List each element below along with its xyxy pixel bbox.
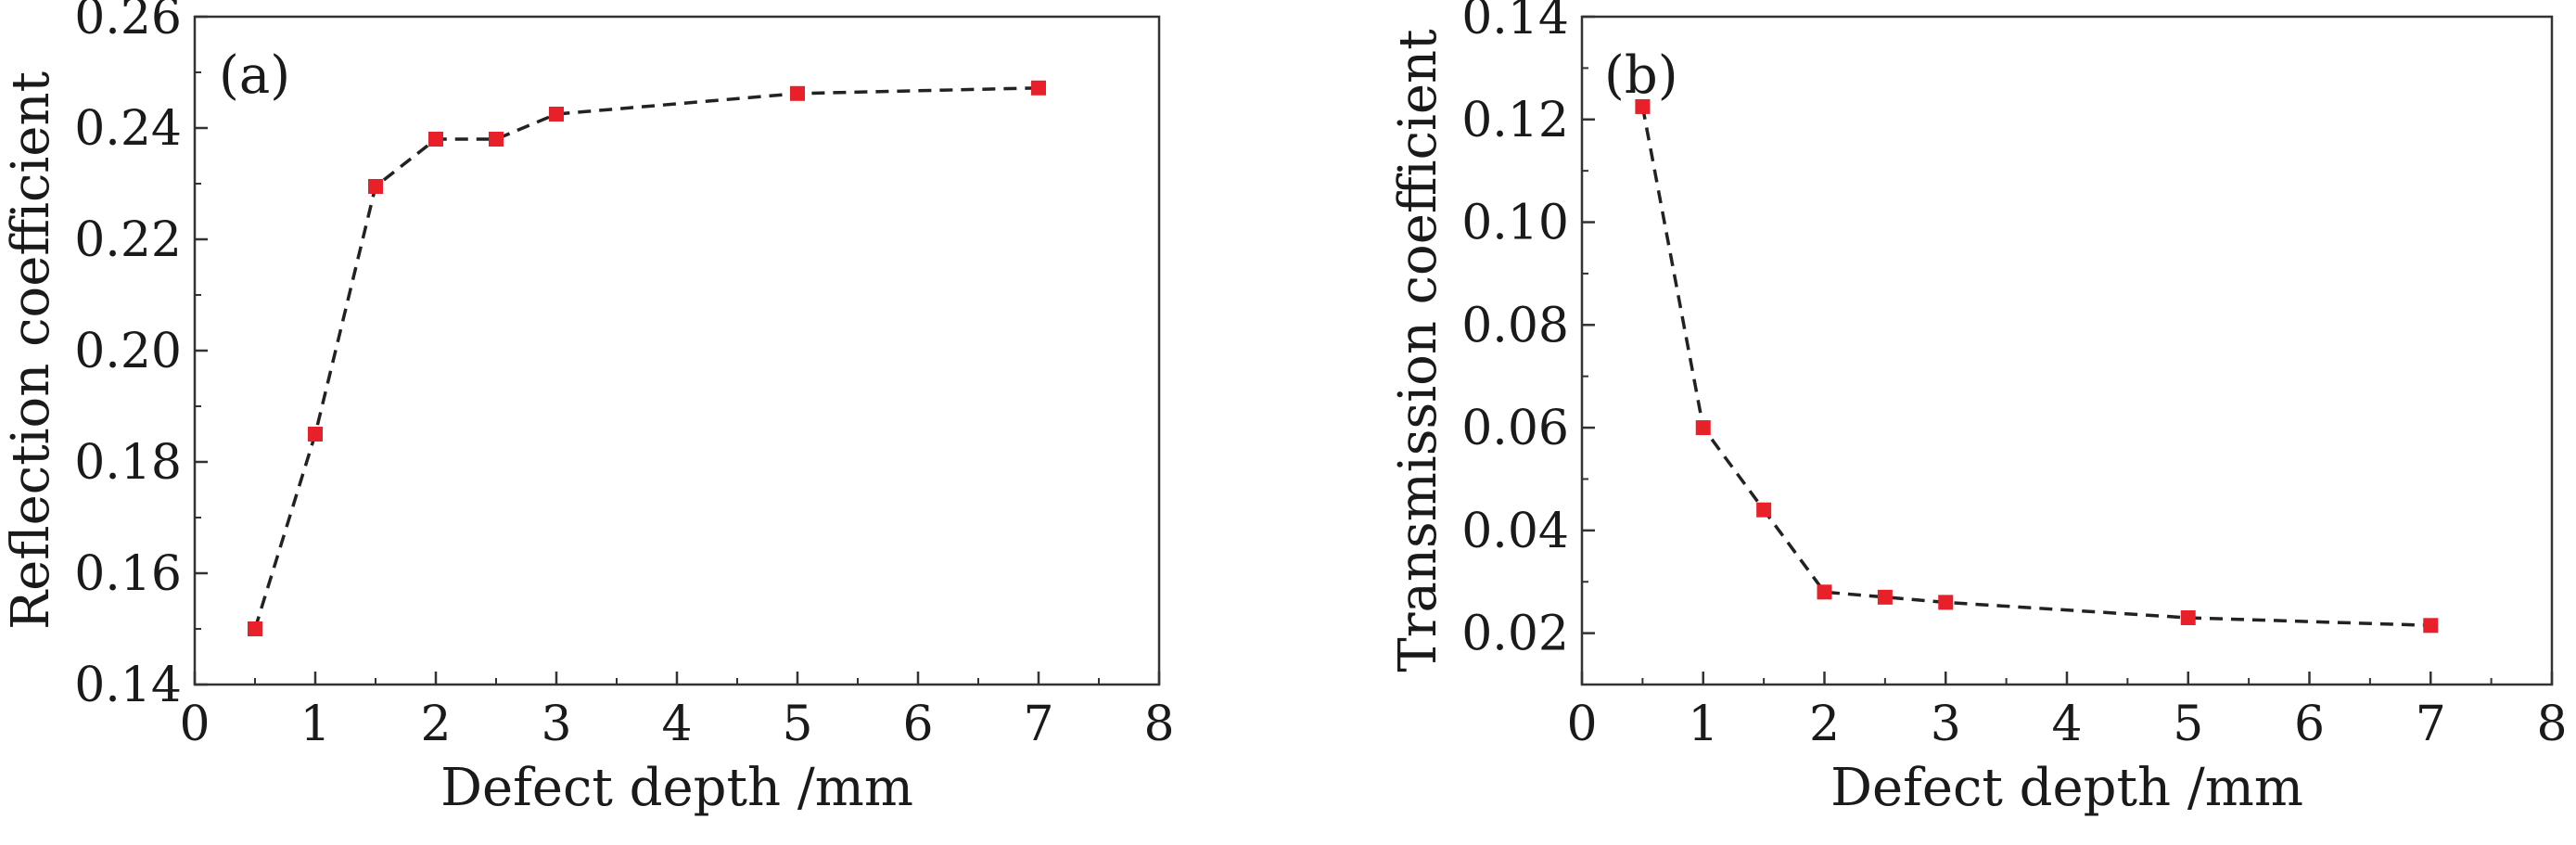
x-tick-label: 5 [782, 697, 812, 752]
data-point [790, 85, 805, 101]
x-tick-label: 3 [1931, 697, 1961, 752]
data-point [489, 132, 504, 147]
y-axis-title: Transmission coefficient [1388, 29, 1448, 672]
chart-panel-b: 0 1 2 3 4 5 6 7 8 0.02 0.04 0.06 0.08 0.10 0.12 0.14 Def… [1388, 0, 2568, 818]
panel-label: (a) [219, 45, 290, 106]
data-point [1695, 420, 1711, 436]
data-point [368, 179, 383, 194]
y-axis-title: Reflection coefficient [1, 70, 61, 630]
data-point [248, 621, 262, 636]
plot-frame [193, 15, 1161, 686]
data-point [1938, 595, 1954, 610]
x-tick-label: 1 [300, 697, 330, 752]
x-tick-label: 6 [2294, 697, 2325, 752]
x-tick-label: 4 [661, 697, 692, 752]
data-point [308, 427, 323, 442]
y-tick-label: 0.26 [74, 0, 182, 45]
y-tick-label: 0.08 [1461, 298, 1569, 353]
y-tick-label: 0.02 [1461, 607, 1569, 662]
x-tick-label: 1 [1688, 697, 1718, 752]
data-point [428, 132, 443, 147]
y-tick-label: 0.20 [74, 324, 182, 379]
data-point [1635, 98, 1651, 114]
x-tick-label: 4 [2051, 697, 2082, 752]
x-tick-label: 7 [2416, 697, 2446, 752]
y-tick-label: 0.10 [1461, 196, 1569, 251]
plot-frame [1580, 15, 2554, 686]
y-tick-label: 0.14 [1461, 0, 1569, 45]
chart-panel-a: 0 1 2 3 4 5 6 7 8 0.14 0.16 0.18 0.20 0.22 0.24 0.26 Def… [1, 0, 1175, 818]
y-tick-label: 0.04 [1461, 504, 1569, 559]
y-tick-label: 0.22 [74, 212, 182, 268]
x-tick-label: 8 [2536, 697, 2567, 752]
y-tick-label: 0.06 [1461, 401, 1569, 456]
x-tick-label: 8 [1143, 697, 1174, 752]
y-tick-label: 0.14 [74, 658, 182, 713]
series-line [253, 86, 1039, 630]
x-tick-label: 5 [2173, 697, 2203, 752]
x-tick-label: 2 [1809, 697, 1840, 752]
data-point [1817, 584, 1832, 600]
x-tick-label: 3 [541, 697, 571, 752]
y-tick-label: 0.12 [1461, 93, 1569, 148]
y-tick-label: 0.18 [74, 435, 182, 491]
x-tick-label: 0 [1566, 697, 1597, 752]
data-point [1877, 589, 1893, 605]
data-point [1031, 80, 1046, 96]
data-point [1756, 502, 1772, 518]
x-axis-title: Defect depth /mm [1830, 758, 2303, 818]
x-tick-label: 2 [420, 697, 451, 752]
panel-label: (b) [1604, 45, 1678, 106]
x-tick-label: 0 [179, 697, 210, 752]
data-point [2180, 610, 2196, 625]
data-point [549, 107, 564, 122]
y-tick-label: 0.24 [74, 101, 182, 157]
x-tick-label: 7 [1023, 697, 1053, 752]
y-tick-label: 0.16 [74, 546, 182, 602]
series-line [1640, 106, 2431, 628]
data-point [2423, 618, 2439, 634]
x-axis-title: Defect depth /mm [440, 758, 913, 818]
x-tick-label: 6 [902, 697, 933, 752]
